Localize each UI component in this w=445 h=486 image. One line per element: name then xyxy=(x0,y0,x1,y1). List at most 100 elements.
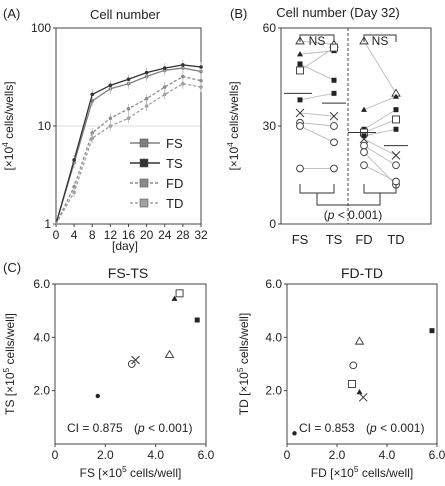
y-axis-label: [×104 cells/wells] xyxy=(0,81,16,170)
data-point xyxy=(162,66,167,70)
x-category-label-fs: FS xyxy=(292,232,309,247)
data-point xyxy=(392,177,400,186)
data-point xyxy=(296,122,304,130)
data-point xyxy=(392,161,400,170)
legend-swatch xyxy=(139,158,149,168)
data-point xyxy=(349,361,358,370)
data-point xyxy=(90,136,95,141)
x-tick-label: 0 xyxy=(284,448,291,462)
data-point xyxy=(144,96,149,101)
x-axis-label: FS [×105 cells/well] xyxy=(80,464,182,480)
data-point xyxy=(391,151,401,160)
x-category-label-fd: FD xyxy=(355,232,372,247)
data-point xyxy=(292,431,297,436)
data-point xyxy=(296,66,304,75)
data-point xyxy=(360,161,368,170)
data-point xyxy=(358,392,368,402)
data-point xyxy=(175,289,184,298)
data-point xyxy=(199,65,203,69)
data-point xyxy=(331,90,337,96)
fs-ts-scatter-chart: FS-TS 0 2.0 4.0 6.0 2.0 4.0 6.0 FS [×105 cells/w… xyxy=(1,265,215,480)
pair-line xyxy=(363,119,397,133)
x-tick-label: 20 xyxy=(140,228,154,242)
legend-swatch xyxy=(139,198,149,208)
data-point xyxy=(108,83,113,88)
ns-label-right: NS xyxy=(372,34,389,48)
legend-swatch xyxy=(139,178,149,188)
data-point xyxy=(131,355,140,365)
y-tick-label: 60 xyxy=(263,21,277,35)
data-point xyxy=(181,81,185,86)
data-point xyxy=(108,116,113,121)
pair-line xyxy=(299,125,335,143)
data-point xyxy=(359,134,369,144)
pair-line xyxy=(299,92,335,101)
pair-line xyxy=(299,40,335,45)
x-tick-label: 28 xyxy=(176,228,190,242)
y-tick-label: 1 xyxy=(44,217,51,231)
data-point xyxy=(72,190,76,195)
x-tick-label: 6.0 xyxy=(429,448,445,462)
chart-title: FS-TS xyxy=(108,265,148,281)
pair-line xyxy=(363,145,397,166)
x-tick-label: 24 xyxy=(158,228,172,242)
data-point xyxy=(162,92,167,97)
plot-frame xyxy=(54,283,207,445)
data-point xyxy=(199,78,203,83)
data-point xyxy=(329,111,339,121)
pair-line xyxy=(363,151,397,186)
legend-label-td: TD xyxy=(166,196,183,211)
pair-line xyxy=(363,164,397,182)
x-tick-label: 16 xyxy=(122,228,136,242)
y-tick-label: 4.0 xyxy=(33,330,50,344)
data-point xyxy=(361,106,367,112)
data-point xyxy=(199,85,203,89)
x-category-label-td: TD xyxy=(387,232,404,247)
x-tick-label: 4.0 xyxy=(147,448,164,462)
data-point xyxy=(108,124,113,128)
data-point xyxy=(393,107,399,113)
fd-td-scatter-chart: FD-TD 0 2.0 4.0 6.0 2.0 4.0 6.0 FD [×105 cells/w… xyxy=(235,265,445,480)
x-tick-label: 0 xyxy=(52,448,59,462)
data-point xyxy=(126,106,131,111)
data-point xyxy=(297,51,303,57)
legend-label-ts: TS xyxy=(166,156,183,171)
sig-bracket-right xyxy=(363,184,397,194)
pair-line xyxy=(299,122,335,127)
data-point xyxy=(360,148,368,156)
data-point xyxy=(95,393,100,399)
data-point xyxy=(90,131,95,135)
data-point xyxy=(72,184,76,189)
x-tick-label: 2.0 xyxy=(329,448,346,462)
data-point xyxy=(181,63,185,67)
sig-bracket-join xyxy=(316,193,381,206)
data-point xyxy=(144,70,149,75)
y-tick-label: 0 xyxy=(269,217,276,231)
pair-line xyxy=(299,47,335,71)
panel-label-c: (C) xyxy=(3,260,21,275)
ns-bracket-right xyxy=(363,34,397,42)
data-point xyxy=(296,164,304,173)
y-tick-label: 2.0 xyxy=(265,384,282,398)
x-tick-label: 8 xyxy=(89,228,96,242)
x-tick-label: 0 xyxy=(53,228,60,242)
y-tick-label: 10 xyxy=(38,119,52,133)
panel-label-b: (B) xyxy=(230,6,247,21)
data-point xyxy=(361,133,367,139)
x-tick-label: 12 xyxy=(104,228,118,242)
data-point xyxy=(331,77,337,83)
sig-bracket-left xyxy=(299,184,335,194)
p-value-label: (p < 0.001) xyxy=(324,208,382,222)
data-point xyxy=(164,349,175,358)
data-point xyxy=(162,85,167,89)
data-point xyxy=(181,74,185,79)
data-point xyxy=(356,389,363,395)
data-point xyxy=(330,164,338,173)
y-tick-label: 100 xyxy=(31,21,51,35)
chart-title: FD-TD xyxy=(341,265,383,281)
data-point xyxy=(144,104,149,108)
data-point xyxy=(360,141,368,150)
data-point xyxy=(393,93,399,99)
data-point xyxy=(330,122,338,130)
